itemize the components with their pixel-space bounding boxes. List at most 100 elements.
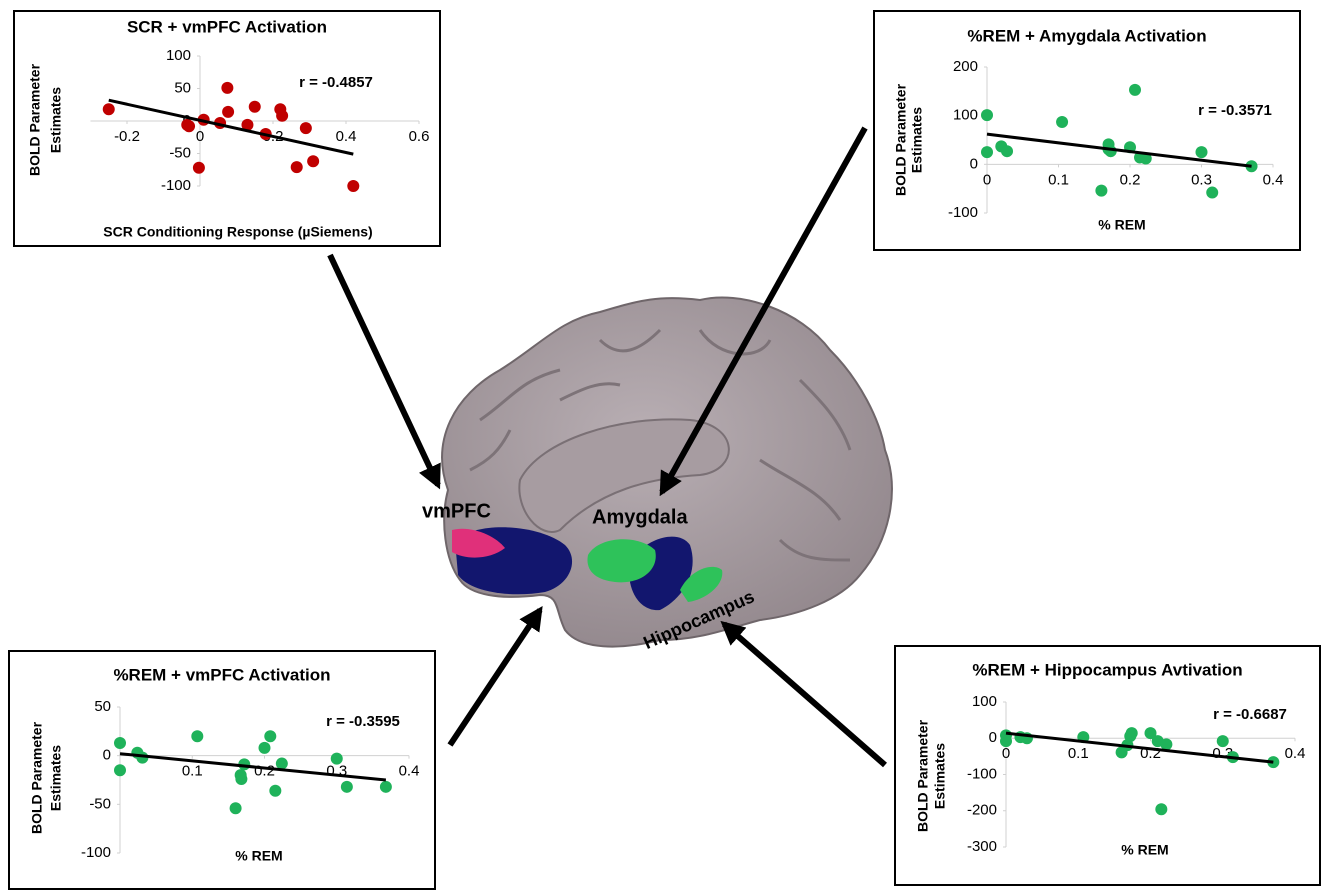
point <box>230 802 242 814</box>
region-label: Amygdala <box>592 506 688 528</box>
y-axis-label: BOLD Parameter <box>915 719 931 832</box>
annotation: r = -0.6687 <box>1213 706 1287 723</box>
x-axis-label: % REM <box>1121 842 1168 858</box>
x-tick-label: 0.1 <box>1048 171 1069 188</box>
point <box>1001 145 1013 157</box>
point <box>249 101 261 113</box>
point <box>981 109 993 121</box>
panel-border <box>9 651 435 889</box>
region-label: vmPFC <box>422 500 491 522</box>
point <box>1206 187 1218 199</box>
x-tick-label: 0.4 <box>399 763 420 780</box>
point <box>291 161 303 173</box>
chart-panel: 100500-50-100-0.200.20.40.6SCR + vmPFC A… <box>13 10 441 247</box>
y-tick-label: -200 <box>967 802 997 819</box>
y-tick-label: -100 <box>967 765 997 782</box>
y-tick-label: -300 <box>967 838 997 855</box>
x-tick-label: 0 <box>983 171 991 188</box>
point <box>1095 185 1107 197</box>
point <box>276 110 288 122</box>
point <box>264 730 276 742</box>
point <box>183 120 195 132</box>
x-axis-label: SCR Conditioning Response (µSiemens) <box>103 224 372 240</box>
arrow <box>724 624 885 765</box>
chart-title: %REM + Hippocampus Avtivation <box>972 660 1242 679</box>
y-axis-label: BOLD Parameter <box>893 83 909 196</box>
y-tick-label: 50 <box>94 698 111 715</box>
point <box>276 757 288 769</box>
y-tick-label: 50 <box>174 79 191 96</box>
chart-panel: 200 100 0 -100 0 0.1 0.2 0.3 0.4 %REM + Amygdala … <box>873 10 1301 251</box>
point <box>331 753 343 765</box>
point <box>259 742 271 754</box>
point <box>1056 116 1068 128</box>
point <box>1196 146 1208 158</box>
y-tick-label: 0 <box>989 729 997 746</box>
x-tick-label: 0.3 <box>1191 171 1212 188</box>
y-tick-label: -100 <box>948 204 978 221</box>
x-tick-label: 0.2 <box>254 763 275 780</box>
point <box>300 122 312 134</box>
x-tick-label: 0.4 <box>1263 171 1284 188</box>
chart-title: %REM + Amygdala Activation <box>967 26 1206 45</box>
annotation: r = -0.3571 <box>1198 102 1272 119</box>
point <box>1217 735 1229 747</box>
y-tick-label: 100 <box>953 107 978 124</box>
x-tick-label: 0.4 <box>336 128 357 145</box>
annotation: r = -0.3595 <box>326 713 400 730</box>
point <box>981 146 993 158</box>
y-axis-label: Estimates <box>48 87 64 153</box>
arrow <box>330 255 438 485</box>
point <box>103 103 115 115</box>
y-tick-label: 0 <box>103 747 111 764</box>
y-axis-label: BOLD Parameter <box>27 63 43 176</box>
y-tick-label: 200 <box>953 58 978 75</box>
x-tick-label: 0.4 <box>1285 745 1306 762</box>
panel-border <box>895 646 1320 885</box>
point <box>1155 803 1167 815</box>
point <box>235 773 247 785</box>
y-axis-label: Estimates <box>48 745 64 811</box>
point <box>1000 735 1012 747</box>
y-tick-label: -100 <box>161 177 191 194</box>
x-tick-label: 0.1 <box>182 763 203 780</box>
point <box>1126 727 1138 739</box>
y-tick-label: 100 <box>972 693 997 710</box>
y-tick-label: -50 <box>169 144 191 161</box>
x-tick-label: 0.2 <box>1120 171 1141 188</box>
y-axis-label: Estimates <box>909 107 925 173</box>
point <box>191 730 203 742</box>
x-axis-label: % REM <box>1098 217 1145 233</box>
point <box>1129 84 1141 96</box>
x-tick-label: 0 <box>196 128 204 145</box>
x-tick-label: 0.1 <box>1068 745 1089 762</box>
x-tick-label: 0.6 <box>409 128 430 145</box>
y-tick-label: -50 <box>89 795 111 812</box>
y-axis-label: BOLD Parameter <box>29 721 45 834</box>
trendline <box>987 134 1252 166</box>
point <box>114 737 126 749</box>
y-tick-label: 0 <box>970 155 978 172</box>
y-tick-label: -100 <box>81 844 111 861</box>
y-tick-label: 100 <box>166 47 191 64</box>
point <box>380 781 392 793</box>
point <box>307 155 319 167</box>
chart-title: %REM + vmPFC Activation <box>113 665 330 684</box>
figure: vmPFC Amygdala Hippocampus 100500-50-100… <box>0 0 1324 890</box>
x-axis-label: % REM <box>235 848 282 864</box>
panel-border <box>874 11 1300 250</box>
x-tick-label: 0 <box>1002 745 1010 762</box>
x-tick-label: -0.2 <box>114 128 140 145</box>
point <box>269 785 281 797</box>
point <box>347 180 359 192</box>
chart-title: SCR + vmPFC Activation <box>127 17 327 36</box>
annotation: r = -0.4857 <box>299 74 373 91</box>
point <box>222 106 234 118</box>
panel-border <box>14 11 440 246</box>
arrow <box>450 610 540 745</box>
point <box>114 764 126 776</box>
y-axis-label: Estimates <box>932 743 948 809</box>
point <box>193 162 205 174</box>
